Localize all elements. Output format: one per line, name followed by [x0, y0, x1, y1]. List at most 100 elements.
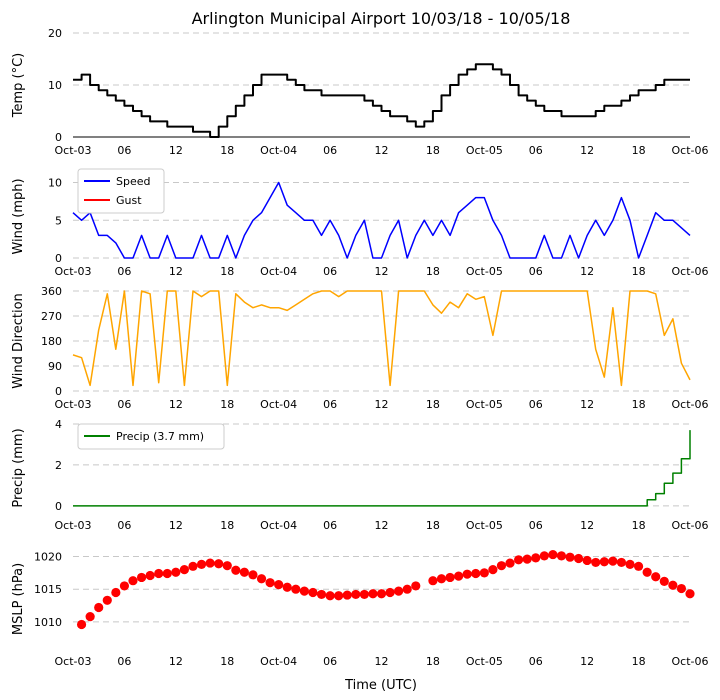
y-tick-label: 1020 — [34, 551, 62, 564]
x-tick-label: 18 — [632, 398, 646, 411]
x-tick-label: Oct-04 — [260, 144, 297, 157]
x-tick-label: Oct-05 — [466, 144, 503, 157]
legend-label: Speed — [116, 175, 150, 188]
data-point — [196, 559, 207, 569]
x-tick-label: 06 — [117, 265, 131, 278]
data-point — [291, 584, 301, 594]
data-point — [368, 589, 378, 599]
x-tick-label: 06 — [117, 655, 131, 668]
data-point — [162, 568, 172, 579]
series-line — [72, 181, 691, 259]
data-point — [625, 559, 635, 569]
data-point — [205, 558, 215, 568]
y-tick-label: 2 — [55, 459, 62, 472]
data-point — [111, 587, 121, 598]
x-tick-label: Oct-05 — [466, 519, 503, 532]
x-tick-label: 12 — [375, 398, 389, 411]
x-tick-label: Oct-04 — [260, 519, 297, 532]
data-point — [633, 561, 644, 571]
data-point — [136, 572, 147, 583]
data-point — [265, 578, 275, 588]
x-tick-label: 12 — [169, 398, 183, 411]
data-point — [145, 570, 155, 581]
data-point — [342, 590, 352, 600]
x-tick-label: 06 — [323, 144, 337, 157]
data-point — [505, 558, 515, 568]
x-tick-label: 18 — [426, 655, 440, 668]
data-point — [179, 565, 190, 575]
data-point — [154, 568, 164, 579]
x-tick-label: 06 — [323, 519, 337, 532]
data-point — [231, 565, 241, 575]
x-tick-label: Oct-03 — [55, 265, 92, 278]
x-tick-label: 12 — [580, 655, 594, 668]
x-tick-label: 12 — [375, 519, 389, 532]
x-tick-label: 18 — [632, 144, 646, 157]
data-point — [479, 568, 489, 578]
x-tick-label: 18 — [426, 398, 440, 411]
data-point — [471, 568, 481, 579]
data-point — [668, 580, 678, 590]
panel-4: 0 2 4 Precip (mm) Oct-03 06 12 18 Oct-04 06 12 18 Oc… — [11, 418, 709, 532]
data-point — [548, 549, 558, 560]
data-point — [454, 571, 464, 581]
y-tick-label: 0 — [55, 131, 62, 144]
x-tick-label: Oct-06 — [672, 398, 709, 411]
x-tick-label: Oct-06 — [672, 144, 709, 157]
data-point — [188, 561, 198, 571]
data-point — [308, 587, 318, 598]
data-point — [274, 580, 284, 590]
x-tick-label: 06 — [323, 655, 337, 668]
x-tick-label: Oct-06 — [672, 519, 709, 532]
data-point — [248, 570, 258, 580]
x-tick-label: 06 — [117, 519, 131, 532]
x-tick-label: Oct-03 — [55, 398, 92, 411]
x-tick-label: 18 — [426, 144, 440, 157]
x-tick-label: 06 — [529, 265, 543, 278]
y-tick-label: 180 — [41, 335, 62, 348]
data-point — [411, 581, 421, 591]
data-point — [556, 551, 567, 561]
data-point — [394, 586, 404, 596]
y-tick-label: 1010 — [34, 616, 62, 629]
x-tick-label: 12 — [580, 398, 594, 411]
series-line — [73, 63, 690, 138]
panel-3: 0 90 180 270 360 Wind Direction Oct-03 06 12 18 Oc… — [11, 285, 709, 411]
data-point — [685, 589, 695, 599]
x-tick-label: 06 — [323, 398, 337, 411]
data-point — [522, 554, 532, 564]
data-point — [214, 559, 224, 569]
x-tick-label: 06 — [117, 144, 131, 157]
data-point — [428, 576, 438, 586]
x-tick-label: 06 — [529, 398, 543, 411]
series-line — [72, 290, 691, 387]
x-tick-label: 18 — [220, 265, 234, 278]
data-point — [462, 569, 472, 579]
data-point — [325, 591, 335, 601]
x-tick-label: 18 — [426, 265, 440, 278]
panel-5: 1010 1015 1020 MSLP (hPa) Oct-03 06 12 18 Oct-04… — [11, 549, 709, 668]
data-point — [436, 574, 447, 584]
legend-frame — [77, 423, 225, 450]
y-axis-label: Precip (mm) — [11, 428, 26, 507]
data-point — [385, 587, 395, 598]
data-point — [496, 561, 507, 571]
data-point — [591, 557, 601, 568]
data-point — [222, 561, 232, 571]
y-tick-label: 360 — [41, 285, 62, 298]
x-axis-label: Time (UTC) — [344, 678, 417, 693]
x-tick-label: 18 — [426, 519, 440, 532]
y-tick-label: 0 — [55, 385, 62, 398]
y-tick-label: 4 — [55, 418, 62, 431]
x-tick-label: 12 — [580, 144, 594, 157]
x-tick-label: 18 — [220, 519, 234, 532]
x-tick-label: Oct-05 — [466, 655, 503, 668]
data-point — [488, 565, 498, 575]
data-point — [582, 555, 592, 566]
x-tick-label: 18 — [220, 655, 234, 668]
x-tick-label: 06 — [529, 655, 543, 668]
data-point — [94, 602, 104, 613]
y-axis-label: Temp (°C) — [11, 53, 26, 119]
x-tick-label: 12 — [169, 265, 183, 278]
